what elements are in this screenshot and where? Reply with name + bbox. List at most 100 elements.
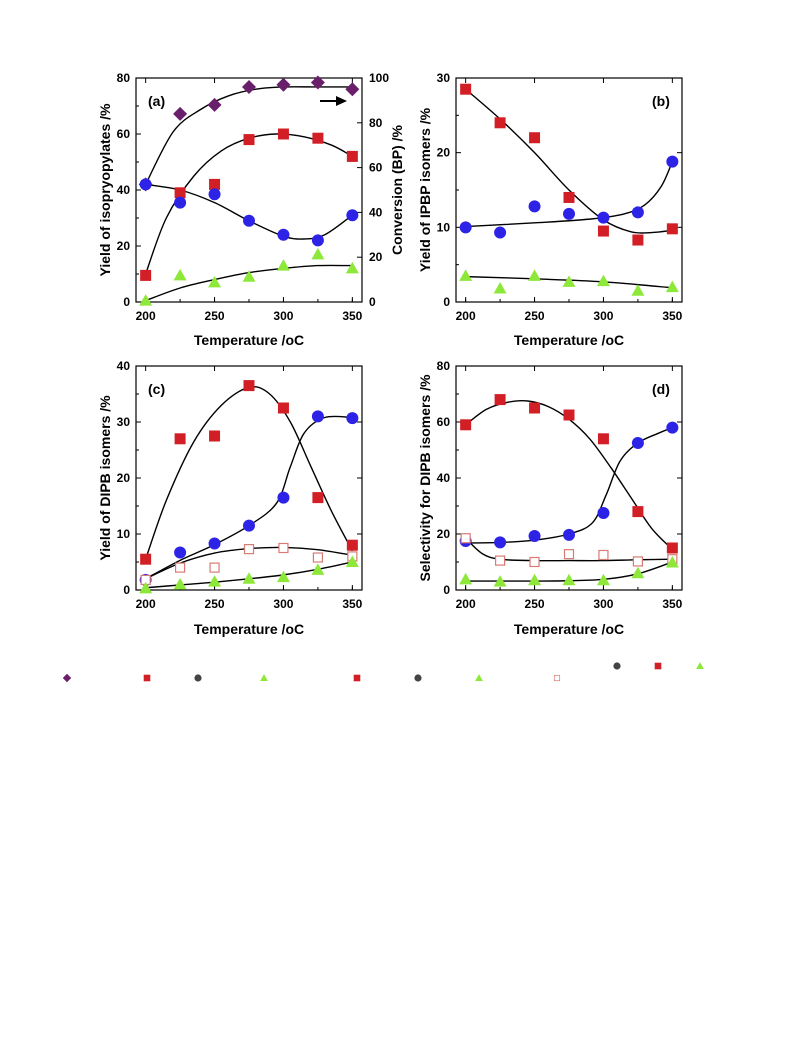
x-tick-label: 250 (525, 597, 545, 611)
panel-b: (b) Temperature /oC Yield of IPBP isomer… (417, 71, 683, 348)
panel-b-series-2-point (528, 269, 542, 281)
panel-c-series-0-point (277, 402, 289, 414)
panel-d-marks (459, 394, 679, 587)
panel-c-series-3-point (173, 577, 187, 590)
y-tick-label: 80 (117, 71, 131, 85)
legend-marker (696, 662, 704, 669)
x-tick-label: 350 (342, 597, 362, 611)
panel-a-series-2-point (277, 228, 290, 241)
panel-c-series-0-point (140, 553, 152, 565)
panel-a-series-3-point (345, 261, 359, 274)
panel-a-series-0-point (207, 97, 222, 112)
y-tick-label: 0 (443, 295, 450, 309)
panel-d-ticks: 200 250 300 350 0 20 40 60 80 (437, 359, 683, 611)
panel-c-marks (139, 380, 359, 594)
panel-d-series-2-point (632, 556, 644, 567)
panel-b-series-1-curve (465, 161, 673, 228)
panel-d-series-1-point (597, 507, 610, 519)
panel-c-series-1-point (243, 519, 255, 532)
panel-a-marks (138, 75, 360, 306)
panel-a-series-2-point (311, 234, 324, 247)
panel-b-marks (459, 83, 679, 296)
panel-a-series-2-point (139, 178, 152, 191)
legend-marker (353, 674, 361, 682)
panel-a-series-2-point (346, 209, 359, 222)
panel-c-series-3-point (311, 563, 325, 575)
panel-d-series-0-point (632, 506, 644, 518)
panel-a-series-2-point (243, 214, 255, 227)
panel-b-series-0-point (666, 223, 678, 235)
panel-d-series-0-point (529, 402, 541, 414)
panel-b-series-1-point (631, 206, 644, 219)
y-tick-label: 0 (123, 295, 130, 309)
panel-d-series-0-point (460, 419, 472, 431)
panel-c-series-0-point (174, 433, 186, 445)
y-tick-label: 40 (117, 183, 131, 197)
y-tick-label: 30 (437, 71, 451, 85)
panel-d-series-1-point (494, 536, 507, 549)
panel-b-ticks: 200 250 300 350 0 10 20 30 (437, 71, 683, 323)
panel-b-series-1-point (666, 155, 679, 168)
y-tick-label: 40 (117, 359, 131, 373)
panel-a-series-3-point (208, 275, 222, 288)
panel-d-series-1-point (528, 529, 541, 542)
y-tick-label: 20 (437, 527, 451, 541)
panel-d-tag: (d) (652, 381, 670, 397)
panel-a-series-0-point (310, 75, 325, 90)
panel-b-series-0-point (632, 234, 644, 246)
panel-d-x-title: Temperature /oC (514, 621, 624, 637)
panel-b-series-1-point (494, 226, 507, 239)
panel-c-series-0-point (243, 380, 255, 392)
panel-d-series-1-point (563, 528, 575, 541)
panel-b-series-1-point (528, 200, 541, 213)
panel-a-series-3-point (139, 294, 153, 306)
panel-b-series-2-point (562, 275, 576, 287)
x-tick-label: 200 (136, 597, 156, 611)
legend-marker (260, 674, 268, 681)
panel-d-y-title: Selectivity for DIPB isomers /% (417, 374, 433, 582)
panel-c-ticks: 200 250 300 350 0 10 20 30 40 (117, 359, 363, 611)
x-tick-label: 200 (456, 597, 476, 611)
panel-a-series-1-point (209, 178, 221, 190)
panel-d-series-0-point (597, 433, 609, 445)
panel-c-series-3-point (276, 570, 290, 583)
panel-c-series-2-point (174, 562, 186, 573)
panel-c-series-1-point (277, 491, 290, 504)
legend-marker (62, 673, 72, 683)
x-tick-label: 200 (456, 309, 476, 323)
panel-c-series-3-point (345, 555, 359, 567)
panel-c-series-0-point (312, 492, 324, 504)
y-tick-label: 80 (437, 359, 451, 373)
x-tick-label: 300 (273, 309, 293, 323)
panel-c-series-1-point (311, 410, 324, 423)
panel-d-series-2-point (563, 549, 575, 560)
panel-c-series-3-point (139, 581, 153, 594)
y-tick-label: 0 (443, 583, 450, 597)
panel-a-series-2-point (208, 188, 221, 201)
panel-d-series-1-point (666, 421, 679, 434)
panel-a-series-0-point (173, 106, 188, 121)
y-tick-label: 60 (117, 127, 131, 141)
panel-a-series-3-point (242, 270, 256, 282)
panel-b-series-0-point (460, 83, 472, 95)
panel-b-tag: (b) (652, 93, 670, 109)
panel-a-series-3-point (311, 247, 325, 260)
panel-b-series-1-point (459, 221, 472, 234)
panel-a-series-1-point (346, 150, 358, 162)
x-tick-label: 350 (662, 309, 682, 323)
panel-a-y2-title: Conversion (BP) /% (389, 124, 405, 254)
panel-d-series-3-point (493, 575, 507, 587)
panel-c-series-2-point (278, 542, 289, 554)
panel-d-series-2-point (529, 556, 540, 568)
panel-a-series-1-point (243, 134, 255, 146)
panel-b-series-2-point (596, 274, 610, 287)
x-tick-label: 250 (205, 597, 225, 611)
panel-c-series-0-point (209, 430, 221, 442)
x-tick-label: 300 (593, 309, 613, 323)
x-tick-label: 250 (525, 309, 545, 323)
panel-c-series-1-point (208, 537, 221, 550)
legend-marker (654, 662, 662, 670)
panel-a-series-0-point (276, 77, 291, 92)
x-tick-label: 300 (593, 597, 613, 611)
